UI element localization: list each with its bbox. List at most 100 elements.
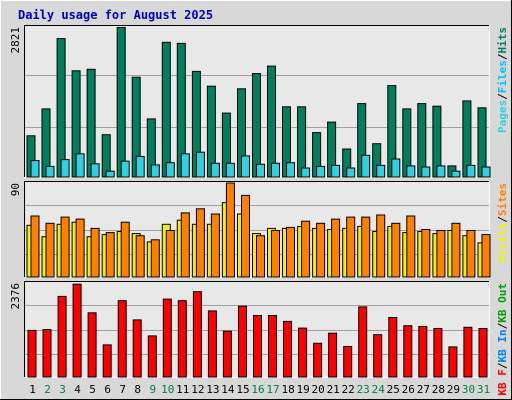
bar-files (210, 162, 220, 178)
bar-kb-f (313, 342, 323, 378)
day-label: 6 (104, 383, 111, 396)
legend-entry: Visits (496, 223, 509, 263)
bar-files (331, 164, 341, 178)
bar-kb-f (132, 319, 142, 378)
bar-files (436, 165, 446, 178)
bar-kb-f (418, 326, 428, 378)
bar-files (316, 165, 326, 178)
bar-sites (331, 218, 341, 278)
bar-sites (421, 229, 431, 278)
bar-files (241, 155, 250, 178)
bar-sites (195, 208, 205, 278)
day-label: 18 (281, 383, 294, 396)
bar-sites (60, 216, 70, 278)
bar-hits (101, 134, 111, 178)
bar-kb-f (192, 291, 202, 378)
bar-sites (256, 235, 265, 278)
legend-entry: KB Out (496, 283, 509, 323)
bar-kb-f (72, 283, 82, 378)
bar-kb-f (42, 329, 52, 378)
bar-kb-f (433, 328, 443, 378)
day-label: 10 (161, 383, 174, 396)
bar-kb-f (478, 328, 488, 378)
day-label: 26 (402, 383, 415, 396)
bar-files (30, 160, 40, 178)
bar-kb-f (147, 335, 157, 378)
bar-sites (286, 226, 295, 278)
bar-files (60, 159, 70, 178)
day-label: 4 (74, 383, 81, 396)
bar-sites (45, 222, 55, 278)
bar-hits (267, 65, 276, 178)
bar-files (105, 170, 115, 178)
bar-kb-f (117, 300, 127, 378)
day-label: 9 (149, 383, 156, 396)
day-axis-labels: 1 2 3 4 5 6 7 8 9 10 11 12 13 14 15 16 17 18 19 20 21 22 23 24 2… (29, 383, 490, 396)
bar-sites (105, 232, 115, 278)
bar-sites (346, 216, 356, 278)
day-label: 17 (266, 383, 279, 396)
day-label: 16 (251, 383, 264, 396)
bar-kb-f (403, 325, 413, 378)
bar-hits (417, 103, 427, 178)
bar-kb-f (238, 305, 247, 378)
bar-files (90, 163, 100, 178)
bar-kb-f (102, 344, 112, 378)
day-label: 5 (89, 383, 96, 396)
legend: Visits/Sites (496, 183, 509, 263)
bar-kb-f (253, 315, 262, 378)
bar-hits (86, 68, 96, 178)
bar-sites (165, 230, 175, 278)
bar-kb-f (448, 346, 458, 378)
bar-files (120, 160, 130, 178)
day-label: 12 (191, 383, 204, 396)
bar-kb-f (328, 332, 338, 378)
day-label: 14 (221, 383, 235, 396)
bar-kb-f (27, 329, 37, 378)
bar-sites (406, 215, 416, 278)
bar-files (466, 164, 476, 178)
bar-files (165, 162, 175, 178)
bar-kb-f (373, 334, 383, 378)
bar-files (225, 162, 235, 178)
bar-files (286, 162, 295, 178)
bar-sites (75, 218, 85, 278)
legend-entry: Pages (496, 100, 509, 133)
y-max-label: 90 (9, 183, 22, 196)
bar-kb-f (388, 317, 398, 378)
bar-hits (161, 41, 171, 178)
day-label: 27 (417, 383, 430, 396)
day-label: 22 (342, 383, 355, 396)
bar-sites (120, 221, 130, 278)
bar-sites (241, 194, 250, 278)
chart-title: Daily usage for August 2025 (18, 8, 213, 22)
bar-sites (210, 213, 220, 278)
bar-sites (436, 230, 446, 278)
bar-files (346, 167, 356, 178)
bar-files (421, 166, 431, 178)
day-label: 3 (59, 383, 66, 396)
bar-sites (466, 230, 476, 278)
bar-files (301, 167, 311, 178)
day-label: 15 (236, 383, 249, 396)
legend-entry: KB F (496, 369, 509, 396)
bar-kb-f (87, 312, 97, 378)
bar-sites (451, 222, 461, 278)
chart-panels: 2821Pages/Files/Hits90Visits/Sites2376KB… (9, 25, 509, 396)
day-label: 7 (119, 383, 126, 396)
day-label: 28 (432, 383, 445, 396)
day-label: 23 (357, 383, 370, 396)
y-max-label: 2376 (9, 283, 22, 310)
bar-files (75, 153, 85, 178)
bar-kb-f (358, 306, 368, 378)
bar-sites (301, 220, 311, 278)
bar-kb-f (298, 327, 308, 378)
bar-sites (376, 214, 386, 278)
day-label: 13 (206, 383, 219, 396)
day-label: 24 (372, 383, 386, 396)
bar-files (391, 158, 401, 178)
bar-kb-f (222, 330, 232, 378)
day-label: 21 (327, 383, 340, 396)
day-label: 20 (311, 383, 324, 396)
